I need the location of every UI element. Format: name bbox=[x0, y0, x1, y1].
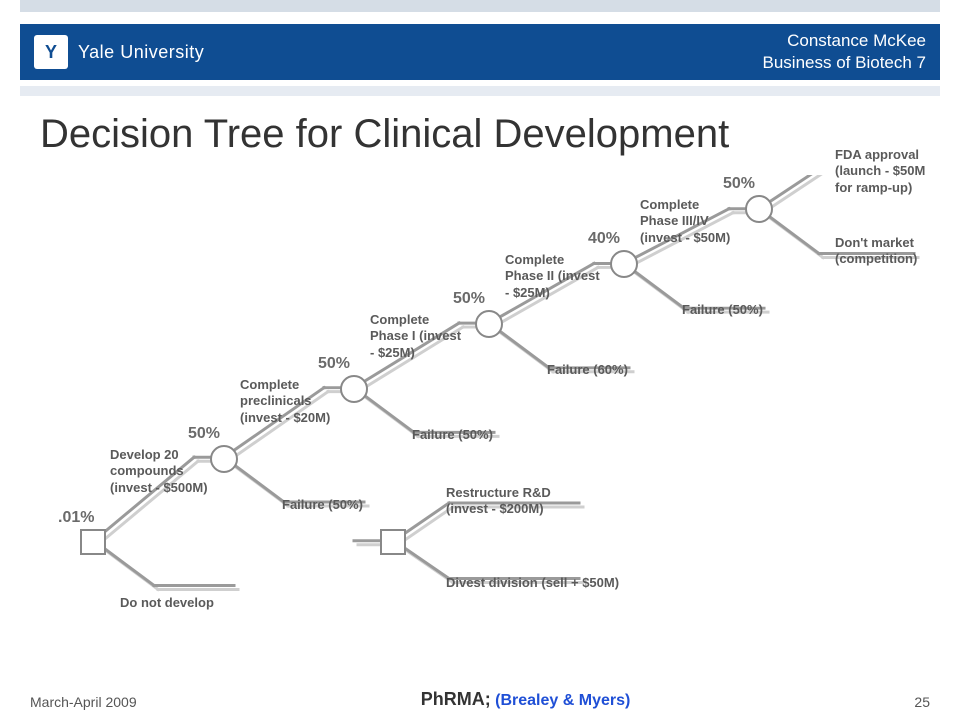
node-label: Restructure R&D (invest - $200M) bbox=[446, 485, 596, 518]
decision-square bbox=[80, 529, 106, 555]
header-bar: Y Yale University Constance McKee Busine… bbox=[20, 24, 940, 80]
chance-circle bbox=[475, 310, 503, 338]
node-label: Failure (50%) bbox=[282, 497, 363, 512]
node-label: FDA approval (launch - $50M for ramp-up) bbox=[835, 147, 945, 196]
node-label: Complete Phase II (invest - $25M) bbox=[505, 252, 603, 301]
node-label: Complete Phase I (invest - $25M) bbox=[370, 312, 468, 361]
header-right: Constance McKee Business of Biotech 7 bbox=[763, 30, 926, 74]
page-number: 25 bbox=[914, 694, 930, 710]
decision-square bbox=[380, 529, 406, 555]
node-label: Complete Phase III/IV (invest - $50M) bbox=[640, 197, 738, 246]
node-label: Failure (60%) bbox=[547, 362, 628, 377]
decision-tree-diagram: .01% Develop 20 compounds (invest - $500M… bbox=[20, 175, 940, 662]
node-label: 50% bbox=[188, 425, 220, 443]
footer-date: March-April 2009 bbox=[30, 694, 137, 710]
node-label: Develop 20 compounds (invest - $500M) bbox=[110, 447, 208, 496]
yale-shield-icon: Y bbox=[34, 35, 68, 69]
footer-source: PhRMA; (Brealey & Myers) bbox=[421, 689, 631, 710]
chance-circle bbox=[745, 195, 773, 223]
slide-title: Decision Tree for Clinical Development bbox=[40, 112, 729, 157]
node-label: Failure (50%) bbox=[412, 427, 493, 442]
university-name: Yale University bbox=[78, 42, 204, 63]
node-label: Do not develop bbox=[120, 595, 214, 610]
node-label: 50% bbox=[318, 355, 350, 373]
sub-accent-bar bbox=[20, 86, 940, 96]
node-label: 50% bbox=[723, 175, 755, 193]
node-label: Divest division (sell + $50M) bbox=[446, 575, 619, 590]
chance-circle bbox=[340, 375, 368, 403]
node-label: Complete preclinicals (invest - $20M) bbox=[240, 377, 338, 426]
chance-circle bbox=[210, 445, 238, 473]
node-label: 50% bbox=[453, 290, 485, 308]
author-name: Constance McKee bbox=[763, 30, 926, 52]
course-name: Business of Biotech 7 bbox=[763, 52, 926, 74]
chance-circle bbox=[610, 250, 638, 278]
source-prefix: PhRMA; bbox=[421, 689, 491, 709]
source-suffix: (Brealey & Myers) bbox=[491, 692, 631, 709]
node-label: Failure (50%) bbox=[682, 302, 763, 317]
footer: March-April 2009 PhRMA; (Brealey & Myers… bbox=[30, 689, 930, 710]
node-label: .01% bbox=[58, 509, 94, 527]
node-label: 40% bbox=[588, 230, 620, 248]
node-label: Don't market (competition) bbox=[835, 235, 945, 268]
top-accent-bar bbox=[20, 0, 940, 12]
